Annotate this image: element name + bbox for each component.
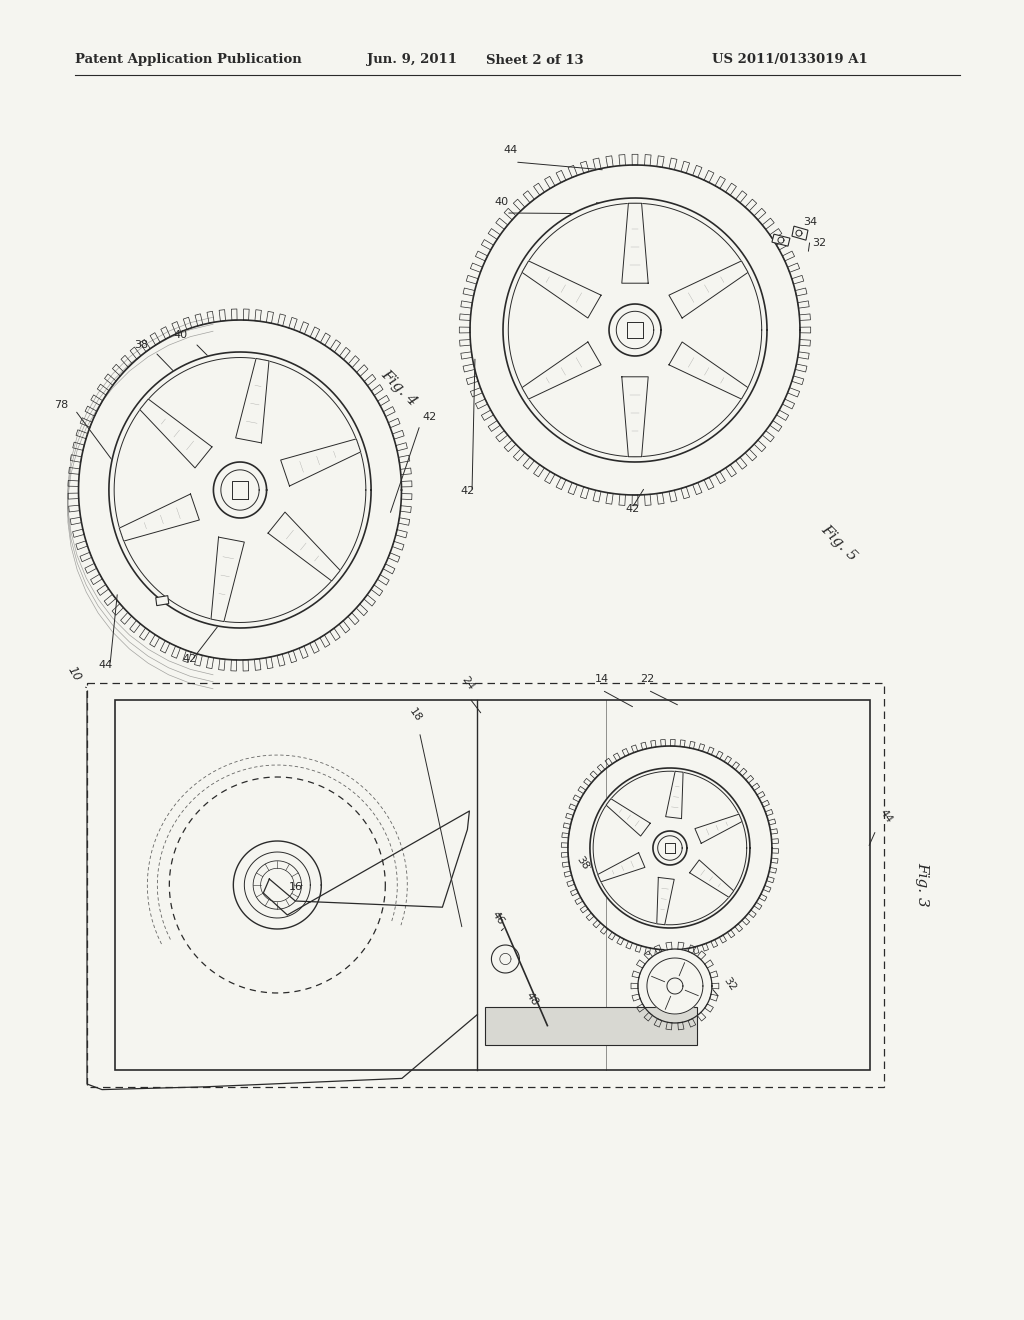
Text: 38: 38 — [534, 247, 547, 257]
Text: 36: 36 — [594, 202, 608, 213]
Polygon shape — [669, 342, 749, 399]
Text: 48: 48 — [523, 990, 540, 1007]
Polygon shape — [653, 832, 687, 865]
Text: 38: 38 — [134, 341, 148, 350]
Polygon shape — [606, 799, 650, 836]
Polygon shape — [114, 358, 366, 623]
Polygon shape — [622, 376, 648, 457]
Polygon shape — [647, 958, 702, 1014]
Text: 14: 14 — [595, 675, 609, 684]
Text: 44: 44 — [878, 808, 894, 825]
Polygon shape — [638, 949, 712, 1023]
Polygon shape — [665, 842, 676, 854]
Text: Fig. 4: Fig. 4 — [378, 367, 420, 409]
Bar — [115, 700, 870, 1071]
Bar — [87, 684, 884, 1086]
Polygon shape — [772, 234, 790, 246]
Text: 42: 42 — [625, 504, 639, 513]
Polygon shape — [656, 878, 674, 925]
Polygon shape — [213, 462, 266, 517]
Text: Sheet 2 of 13: Sheet 2 of 13 — [486, 54, 584, 66]
Polygon shape — [593, 771, 746, 925]
Text: 42: 42 — [422, 412, 436, 422]
Text: 42: 42 — [460, 486, 474, 496]
Text: 44: 44 — [503, 145, 517, 154]
Polygon shape — [508, 203, 762, 457]
Text: Fig. 5: Fig. 5 — [818, 523, 859, 564]
Polygon shape — [792, 226, 808, 240]
Polygon shape — [666, 771, 683, 818]
Text: Jun. 9, 2011: Jun. 9, 2011 — [367, 54, 457, 66]
Polygon shape — [695, 814, 742, 843]
Text: 24: 24 — [460, 675, 476, 692]
Text: 22: 22 — [640, 675, 654, 684]
Text: 78: 78 — [53, 400, 68, 411]
Polygon shape — [522, 342, 601, 399]
Text: 42: 42 — [182, 653, 197, 664]
Text: 18: 18 — [408, 706, 424, 723]
Text: 32: 32 — [722, 975, 738, 993]
Polygon shape — [156, 595, 169, 606]
Text: 32: 32 — [812, 238, 826, 248]
Polygon shape — [492, 945, 519, 973]
Polygon shape — [689, 859, 734, 898]
Text: 46: 46 — [489, 909, 506, 927]
Text: 44: 44 — [98, 660, 113, 671]
Polygon shape — [522, 261, 601, 318]
Polygon shape — [281, 438, 360, 486]
Text: 40: 40 — [494, 197, 508, 207]
Text: 40: 40 — [174, 330, 188, 341]
Text: 10: 10 — [65, 664, 84, 682]
Polygon shape — [590, 768, 750, 928]
Polygon shape — [231, 480, 249, 499]
Polygon shape — [627, 322, 643, 338]
Polygon shape — [236, 359, 269, 444]
Polygon shape — [503, 198, 767, 462]
Polygon shape — [669, 261, 749, 318]
Polygon shape — [140, 399, 212, 467]
Polygon shape — [119, 494, 200, 541]
Text: Fig. 3: Fig. 3 — [915, 862, 929, 907]
Text: US 2011/0133019 A1: US 2011/0133019 A1 — [712, 54, 867, 66]
Polygon shape — [211, 537, 245, 622]
Bar — [485, 1007, 696, 1045]
Text: 76: 76 — [680, 308, 694, 318]
Text: 38: 38 — [574, 854, 591, 873]
Polygon shape — [622, 203, 648, 284]
Polygon shape — [268, 512, 340, 581]
Text: 78: 78 — [696, 334, 711, 345]
Text: Patent Application Publication: Patent Application Publication — [75, 54, 302, 66]
Polygon shape — [609, 304, 662, 356]
Text: 16: 16 — [290, 882, 303, 892]
Text: 76: 76 — [712, 858, 726, 869]
Text: 34: 34 — [803, 216, 817, 227]
Polygon shape — [109, 352, 371, 628]
Polygon shape — [598, 853, 645, 882]
